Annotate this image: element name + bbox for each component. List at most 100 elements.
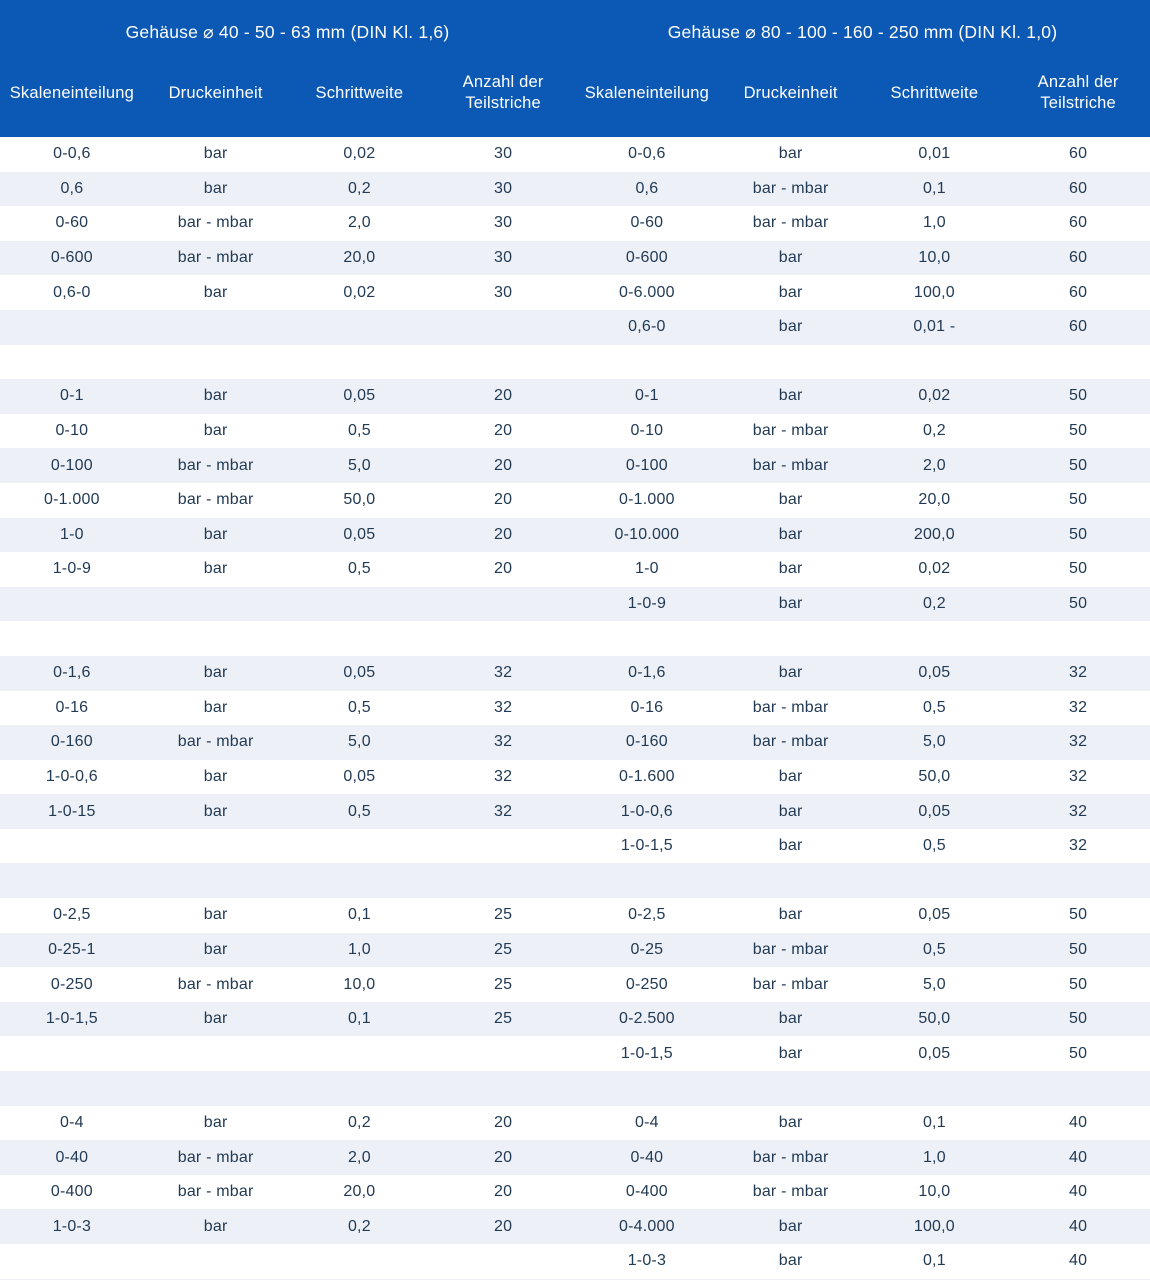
- table-cell: 25: [494, 906, 513, 924]
- table-cell: 20: [494, 560, 513, 578]
- table-cell: bar: [203, 145, 228, 163]
- table-cell: 0,2: [347, 1113, 371, 1131]
- table-cell: bar - mbar: [177, 456, 254, 474]
- table-cell: 50: [1069, 1010, 1088, 1028]
- table-cell: 50,0: [343, 491, 376, 509]
- table-cell: 1-0-1,5: [620, 1044, 673, 1062]
- table-cell: 1-0-15: [48, 802, 96, 820]
- table-cell: 1,0: [922, 1148, 946, 1166]
- table-row: 0-4 bar 0,2 20 0-4 bar 0,1 40: [0, 1105, 1150, 1141]
- table-cell: 2,0: [922, 456, 946, 474]
- spacer-row: [0, 863, 1150, 899]
- column-header-teilstriche-right: Anzahl der Teilstriche: [1037, 73, 1119, 112]
- table-cell: 30: [494, 283, 513, 301]
- table-cell: 0,02: [918, 560, 951, 578]
- table-cell: 0-1: [635, 387, 659, 405]
- table-cell: 0-10: [630, 422, 664, 440]
- table-cell: bar: [203, 422, 228, 440]
- table-cell: 40: [1069, 1183, 1088, 1201]
- table-cell: 1-0-3: [52, 1217, 92, 1235]
- table-cell: 40: [1069, 1148, 1088, 1166]
- table-row: 1-0-9 bar 0,2 50: [0, 586, 1150, 622]
- table-row: 1-0-1,5 bar 0,05 50: [0, 1036, 1150, 1072]
- table-row: 1-0-9 bar 0,5 20 1-0 bar 0,02 50: [0, 552, 1150, 587]
- table-cell: 32: [1069, 802, 1088, 820]
- table-cell: 0,5: [347, 802, 371, 820]
- table-cell: bar: [778, 837, 803, 855]
- table-cell: 32: [1069, 837, 1088, 855]
- column-header-schrittweite-left: Schrittweite: [315, 83, 404, 102]
- table-cell: bar: [778, 1252, 803, 1270]
- table-cell: bar: [778, 1113, 803, 1131]
- table-cell: bar: [203, 387, 228, 405]
- table-cell: bar - mbar: [177, 1183, 254, 1201]
- table-cell: bar - mbar: [177, 491, 254, 509]
- table-row: 0-1.000 bar - mbar 50,0 20 0-1.000 bar 20,0 50: [0, 482, 1150, 518]
- column-header-teilstriche-left: Anzahl der Teilstriche: [462, 73, 544, 112]
- table-row: 0-16 bar 0,5 32 0-16 bar - mbar 0,5 32: [0, 690, 1150, 726]
- table-cell: 60: [1069, 145, 1088, 163]
- table-cell: bar: [203, 179, 228, 197]
- table-cell: 0,2: [347, 1217, 371, 1235]
- column-header-druckeinheit-right: Druckeinheit: [743, 83, 838, 102]
- table-cell: 1,0: [347, 940, 371, 958]
- table-cell: 30: [494, 214, 513, 232]
- table-cell: bar: [778, 1010, 803, 1028]
- table-cell: bar: [203, 560, 228, 578]
- table-cell: 5,0: [922, 733, 946, 751]
- table-cell: bar - mbar: [752, 733, 829, 751]
- left-table-title: Gehäuse ⌀ 40 - 50 - 63 mm (DIN Kl. 1,6): [125, 22, 450, 42]
- table-cell: bar: [203, 698, 228, 716]
- table-cell: 0,01 -: [913, 318, 956, 336]
- table-cell: 0,02: [343, 283, 376, 301]
- column-header-druckeinheit-left: Druckeinheit: [168, 83, 263, 102]
- table-cell: 0-600: [50, 249, 93, 267]
- table-cell: bar: [778, 283, 803, 301]
- table-cell: 32: [494, 767, 513, 785]
- table-cell: 0,1: [922, 179, 946, 197]
- table-cell: bar: [778, 145, 803, 163]
- table-cell: 20: [494, 387, 513, 405]
- table-cell: 0,5: [922, 837, 946, 855]
- table-cell: 0-0,6: [628, 145, 666, 163]
- table-cell: bar: [778, 387, 803, 405]
- table-cell: 0,05: [343, 664, 376, 682]
- table-cell: 10,0: [343, 975, 376, 993]
- table-row: 0,6 bar 0,2 30 0,6 bar - mbar 0,1 60: [0, 171, 1150, 207]
- table-cell: 0,05: [918, 664, 951, 682]
- table-cell: 60: [1069, 318, 1088, 336]
- table-cell: 0-2,5: [53, 906, 91, 924]
- table-cell: 200,0: [913, 525, 955, 543]
- table-cell: bar: [203, 1113, 228, 1131]
- table-cell: 20: [494, 1148, 513, 1166]
- table-cell: 50: [1069, 940, 1088, 958]
- table-cell: 0-6.000: [619, 283, 675, 301]
- table-cell: 0,5: [347, 560, 371, 578]
- table-cell: 1-0-9: [627, 595, 667, 613]
- table-cell: 0-1: [60, 387, 84, 405]
- table-cell: 0-25: [630, 940, 664, 958]
- table-cell: 32: [494, 733, 513, 751]
- table-cell: 60: [1069, 283, 1088, 301]
- table-cell: 0-1,6: [53, 664, 91, 682]
- table-row: 1-0-3 bar 0,1 40: [0, 1244, 1150, 1279]
- table-cell: 0,1: [347, 906, 371, 924]
- table-cell: 20: [494, 456, 513, 474]
- table-cell: 30: [494, 145, 513, 163]
- table-row: 1-0-3 bar 0,2 20 0-4.000 bar 100,0 40: [0, 1209, 1150, 1244]
- table-cell: 0-60: [630, 214, 664, 232]
- table-cell: 1-0: [60, 525, 84, 543]
- table-cell: 40: [1069, 1252, 1088, 1270]
- table-cell: 20: [494, 422, 513, 440]
- table-header: Gehäuse ⌀ 40 - 50 - 63 mm (DIN Kl. 1,6) …: [0, 0, 1150, 137]
- table-row: 0-0,6 bar 0,02 30 0-0,6 bar 0,01 60: [0, 137, 1150, 172]
- table-cell: 100,0: [913, 283, 955, 301]
- table-cell: bar - mbar: [177, 733, 254, 751]
- table-cell: 60: [1069, 214, 1088, 232]
- table-cell: 30: [494, 179, 513, 197]
- table-cell: 1-0-0,6: [620, 802, 673, 820]
- table-cell: 0-400: [625, 1183, 668, 1201]
- table-cell: 50: [1069, 525, 1088, 543]
- table-cell: 32: [494, 698, 513, 716]
- table-cell: 0,2: [922, 422, 946, 440]
